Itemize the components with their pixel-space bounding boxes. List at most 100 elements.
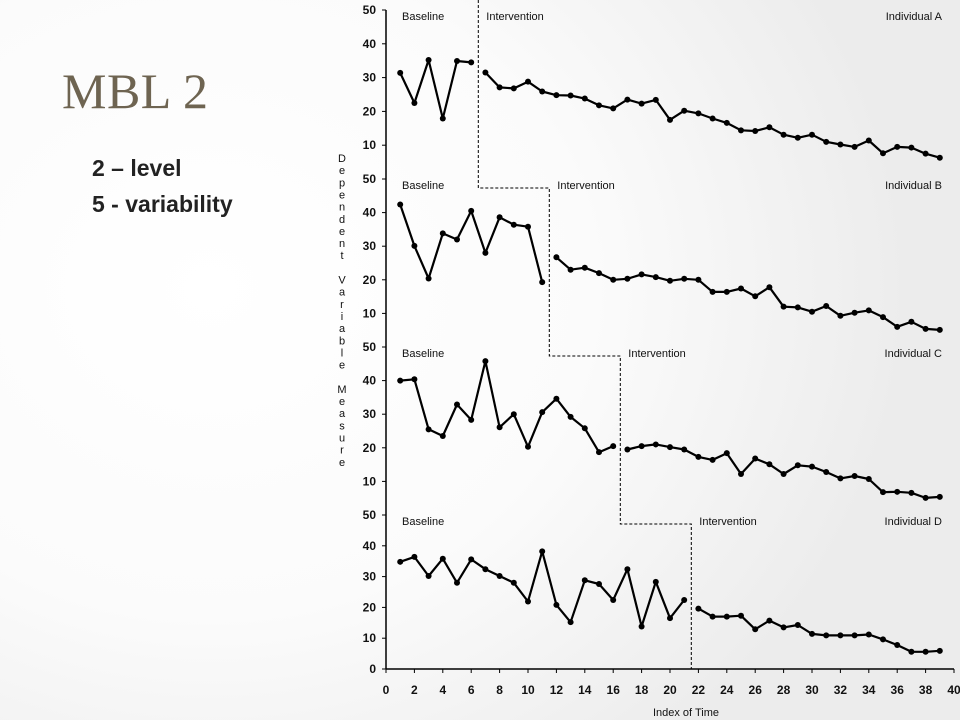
data-point <box>638 271 645 278</box>
data-point <box>823 303 830 310</box>
x-tick-label: 26 <box>749 683 763 697</box>
data-point <box>525 223 531 230</box>
baseline-line-3 <box>400 360 614 454</box>
data-point <box>553 254 560 261</box>
data-point <box>695 276 702 283</box>
intervention-line-4 <box>697 607 940 653</box>
data-point <box>439 115 446 122</box>
y-tick-label: 0 <box>369 662 376 676</box>
data-point <box>652 578 659 585</box>
x-tick-label: 0 <box>383 683 390 697</box>
y-tick-label: 10 <box>363 631 377 645</box>
data-point <box>851 473 858 480</box>
data-point <box>652 274 659 281</box>
data-point <box>908 489 915 496</box>
data-point <box>709 456 716 463</box>
data-point <box>936 154 943 161</box>
y-tick-label: 30 <box>363 570 377 584</box>
data-point <box>596 580 602 587</box>
data-point <box>468 59 475 66</box>
data-point <box>865 137 872 144</box>
data-point <box>525 443 531 450</box>
data-point <box>681 107 688 114</box>
data-point <box>553 395 560 402</box>
y-tick-label: 20 <box>363 441 377 455</box>
intervention-phase-label: Intervention <box>628 348 685 360</box>
data-point <box>766 461 773 468</box>
individual-label: Individual D <box>885 516 943 528</box>
data-point <box>837 312 844 319</box>
data-point <box>638 100 645 107</box>
individual-label: Individual A <box>886 11 943 23</box>
y-tick-label: 40 <box>363 206 377 220</box>
data-point <box>780 303 787 310</box>
data-point <box>610 276 617 283</box>
data-point <box>411 99 418 106</box>
y-tick-label: 50 <box>363 172 377 186</box>
data-point <box>752 626 759 633</box>
data-point <box>510 411 517 418</box>
data-point <box>922 325 929 332</box>
slide-title: MBL 2 <box>62 63 209 119</box>
x-tick-label: 4 <box>439 683 446 697</box>
data-point <box>880 150 886 157</box>
data-point <box>823 138 830 145</box>
data-point <box>681 597 688 604</box>
data-point <box>425 275 432 282</box>
data-point <box>709 613 716 620</box>
data-point <box>610 597 617 604</box>
data-point <box>652 441 659 448</box>
data-point <box>510 85 517 92</box>
baseline-line-1 <box>399 58 472 120</box>
y-tick-label: 50 <box>363 3 377 17</box>
data-point <box>681 446 688 453</box>
data-point <box>454 401 460 408</box>
data-point <box>738 471 744 478</box>
individual-label: Individual B <box>885 180 942 192</box>
data-point <box>894 488 901 495</box>
data-point <box>865 631 872 638</box>
baseline-line-2 <box>399 204 544 283</box>
data-point <box>596 449 602 456</box>
data-point <box>766 617 773 624</box>
data-point <box>823 468 830 475</box>
data-point <box>723 119 730 126</box>
data-point <box>695 453 702 460</box>
data-point <box>738 127 744 134</box>
data-point <box>837 141 844 148</box>
data-point <box>766 124 773 131</box>
data-point <box>780 471 787 478</box>
x-tick-label: 20 <box>663 683 677 697</box>
x-tick-label: 34 <box>862 683 876 697</box>
data-point <box>780 131 787 138</box>
data-point <box>922 150 929 157</box>
data-point <box>723 288 730 295</box>
baseline-phase-label: Baseline <box>402 516 444 528</box>
data-point <box>681 275 688 282</box>
data-point <box>482 249 489 256</box>
data-point <box>667 116 673 123</box>
x-tick-label: 16 <box>607 683 621 697</box>
data-point <box>581 577 588 584</box>
y-tick-label: 10 <box>363 138 377 152</box>
y-tick-label: 20 <box>363 600 377 614</box>
data-point <box>567 92 574 99</box>
data-point <box>539 409 546 416</box>
data-point <box>823 632 830 639</box>
data-point <box>610 105 617 112</box>
data-point <box>695 110 702 117</box>
data-point <box>496 572 503 579</box>
data-point <box>894 323 901 330</box>
x-axis-label: Index of Time <box>653 707 719 719</box>
data-point <box>539 548 546 555</box>
y-tick-label: 40 <box>363 539 377 553</box>
data-point <box>567 266 574 273</box>
data-point <box>567 619 574 626</box>
data-point <box>880 314 886 321</box>
data-point <box>936 326 943 333</box>
data-point <box>439 433 446 440</box>
y-tick-label: 40 <box>363 374 377 388</box>
bullet-variability: 5 - variability <box>92 191 233 217</box>
data-point <box>809 131 815 138</box>
data-point <box>695 605 702 612</box>
